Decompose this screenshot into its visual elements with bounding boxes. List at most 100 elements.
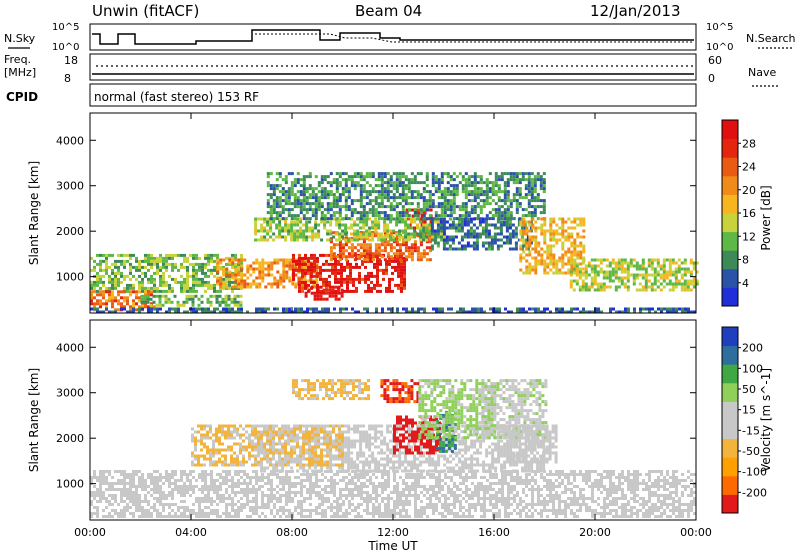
heatmap-cell xyxy=(425,202,429,206)
heatmap-cell xyxy=(96,476,99,479)
heatmap-cell xyxy=(478,235,482,239)
heatmap-cell xyxy=(380,190,384,194)
heatmap-cell xyxy=(156,479,159,482)
heatmap-cell xyxy=(339,515,342,518)
heatmap-cell xyxy=(144,286,147,290)
heatmap-cell xyxy=(298,283,301,287)
heatmap-cell xyxy=(335,190,339,194)
heatmap-cell xyxy=(299,229,303,233)
heatmap-cell xyxy=(153,280,156,284)
heatmap-cell xyxy=(314,175,318,179)
heatmap-cell xyxy=(340,283,343,287)
heatmap-cell xyxy=(269,172,273,176)
heatmap-cell xyxy=(333,488,336,491)
heatmap-cell xyxy=(579,310,582,314)
heatmap-cell xyxy=(463,220,467,224)
heatmap-cell xyxy=(269,217,273,221)
heatmap-cell xyxy=(525,271,529,275)
heatmap-cell xyxy=(350,214,354,218)
heatmap-cell xyxy=(132,290,135,294)
heatmap-cell xyxy=(290,190,294,194)
heatmap-cell xyxy=(293,223,297,227)
heatmap-cell xyxy=(467,190,471,194)
date-title: 12/Jan/2013 xyxy=(590,2,681,20)
heatmap-cell xyxy=(120,262,123,266)
heatmap-cell xyxy=(414,512,417,515)
heatmap-cell xyxy=(326,211,330,215)
heatmap-cell xyxy=(150,307,153,311)
heatmap-cell xyxy=(309,494,312,497)
heatmap-cell xyxy=(323,220,327,224)
heatmap-cell xyxy=(401,190,405,194)
heatmap-cell xyxy=(192,476,195,479)
heatmap-cell xyxy=(298,268,301,272)
heatmap-cell xyxy=(669,307,672,311)
heatmap-cell xyxy=(316,274,319,278)
heatmap-cell xyxy=(680,288,684,292)
heatmap-cell xyxy=(371,255,375,259)
heatmap-cell xyxy=(516,310,519,314)
heatmap-cell xyxy=(299,202,303,206)
heatmap-cell xyxy=(192,283,195,287)
heatmap-cell xyxy=(623,282,627,286)
heatmap-cell xyxy=(302,193,306,197)
heatmap-cell xyxy=(290,226,294,230)
heatmap-cell xyxy=(326,220,330,224)
heatmap-cell xyxy=(156,310,159,314)
heatmap-cell xyxy=(150,274,153,278)
heatmap-cell xyxy=(216,258,220,262)
heatmap-cell xyxy=(597,307,600,311)
heatmap-cell xyxy=(305,199,309,203)
heatmap-cell xyxy=(165,515,168,518)
heatmap-cell xyxy=(332,202,336,206)
heatmap-cell xyxy=(416,205,420,209)
heatmap-cell xyxy=(338,243,342,247)
heatmap-cell xyxy=(129,308,132,312)
heatmap-cell xyxy=(629,264,633,268)
heatmap-cell xyxy=(243,491,246,494)
heatmap-cell xyxy=(428,246,432,250)
heatmap-cell xyxy=(371,175,375,179)
heatmap-cell xyxy=(378,512,381,515)
heatmap-cell xyxy=(228,277,231,281)
heatmap-cell xyxy=(123,488,126,491)
heatmap-cell xyxy=(425,172,429,176)
heatmap-cell xyxy=(614,264,618,268)
heatmap-cell xyxy=(324,488,327,491)
nsky-tick-top: 10^5 xyxy=(52,22,79,33)
heatmap-cell xyxy=(266,184,270,188)
heatmap-cell xyxy=(431,193,435,197)
heatmap-cell xyxy=(364,253,367,257)
heatmap-cell xyxy=(339,506,342,509)
heatmap-cell xyxy=(374,211,378,215)
heatmap-cell xyxy=(216,491,219,494)
freq-frame xyxy=(89,53,697,81)
heatmap-cell xyxy=(615,310,618,314)
heatmap-cell xyxy=(677,270,681,274)
heatmap-cell xyxy=(397,286,400,290)
heatmap-cell xyxy=(394,256,397,260)
heatmap-cell xyxy=(387,497,390,500)
heatmap-cell xyxy=(338,246,342,250)
heatmap-cell xyxy=(296,238,300,242)
heatmap-cell xyxy=(425,184,429,188)
heatmap-cell xyxy=(120,271,123,275)
heatmap-cell xyxy=(456,310,459,314)
heatmap-cell xyxy=(440,214,444,218)
heatmap-cell xyxy=(96,500,99,503)
heatmap-cell xyxy=(338,193,342,197)
heatmap-cell xyxy=(234,512,237,515)
heatmap-cell xyxy=(353,220,357,224)
heatmap-cell xyxy=(463,247,467,251)
heatmap-cell xyxy=(376,259,379,263)
heatmap-cell xyxy=(491,208,495,212)
heatmap-cell xyxy=(156,476,159,479)
heatmap-cell xyxy=(450,488,453,491)
heatmap-cell xyxy=(561,241,565,245)
heatmap-cell xyxy=(575,264,579,268)
heatmap-cell xyxy=(374,184,378,188)
heatmap-cell xyxy=(93,497,96,500)
heatmap-cell xyxy=(162,494,165,497)
heatmap-cell xyxy=(156,271,159,275)
heatmap-cell xyxy=(497,214,501,218)
